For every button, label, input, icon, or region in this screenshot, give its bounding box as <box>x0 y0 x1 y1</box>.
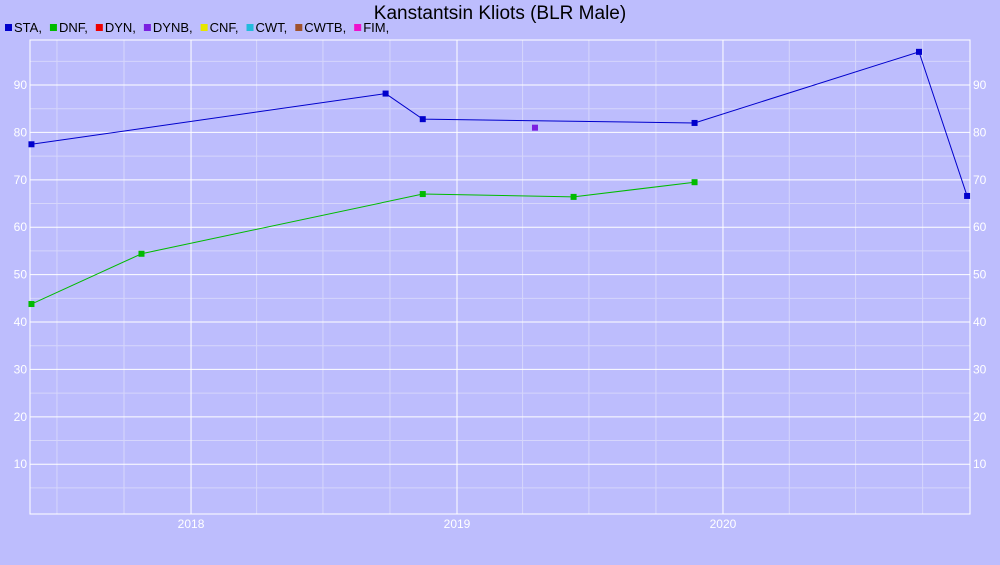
y-tick-label-left: 70 <box>14 173 28 187</box>
data-point-dnf <box>419 191 426 198</box>
y-tick-label-right: 20 <box>973 410 987 424</box>
legend-label: CWTB, <box>304 20 346 35</box>
y-tick-label-right: 70 <box>973 173 987 187</box>
y-tick-label-left: 50 <box>14 268 28 282</box>
legend-swatch <box>49 24 57 31</box>
y-tick-label-left: 20 <box>14 410 28 424</box>
data-point-sta <box>382 90 389 97</box>
y-tick-label-left: 10 <box>14 457 28 471</box>
y-tick-label-left: 40 <box>14 315 28 329</box>
y-tick-label-right: 40 <box>973 315 987 329</box>
series-line-sta <box>31 51 968 197</box>
legend-label: CNF, <box>210 20 239 35</box>
legend-swatch <box>95 24 103 31</box>
legend-label: FIM, <box>363 20 389 35</box>
legend-swatch <box>143 24 151 31</box>
data-point-dynb <box>531 124 538 131</box>
legend-swatch <box>295 24 303 31</box>
data-point-sta <box>691 119 698 126</box>
legend-label: DYNB, <box>153 20 193 35</box>
legend-label: DNF, <box>59 20 88 35</box>
data-point-sta <box>28 141 35 148</box>
data-point-dnf <box>28 301 35 308</box>
legend-label: DYN, <box>105 20 136 35</box>
plot-frame <box>29 39 971 515</box>
x-tick-label: 2018 <box>178 517 205 531</box>
x-tick-label: 2020 <box>710 517 737 531</box>
y-tick-label-right: 10 <box>973 457 987 471</box>
y-tick-label-right: 30 <box>973 362 987 376</box>
legend-label: STA, <box>14 20 42 35</box>
y-tick-label-left: 90 <box>14 78 28 92</box>
y-tick-label-left: 30 <box>14 362 28 376</box>
legend-swatch <box>5 24 12 31</box>
data-point-dnf <box>691 179 698 186</box>
data-point-sta <box>915 48 922 55</box>
legend-swatch <box>246 24 254 31</box>
chart-title: Kanstantsin Kliots (BLR Male) <box>374 3 626 24</box>
y-tick-label-right: 60 <box>973 220 987 234</box>
y-tick-label-right: 80 <box>973 125 987 139</box>
y-tick-label-right: 50 <box>973 268 987 282</box>
y-tick-label-left: 80 <box>14 125 28 139</box>
x-tick-label: 2019 <box>444 517 471 531</box>
legend-label: CWT, <box>256 20 288 35</box>
data-point-dnf <box>138 250 145 257</box>
y-tick-label-right: 90 <box>973 78 987 92</box>
data-point-dnf <box>570 193 577 200</box>
legend-swatch <box>354 24 362 31</box>
plot-background <box>30 40 970 514</box>
y-tick-label-left: 60 <box>14 220 28 234</box>
data-point-sta <box>419 116 426 123</box>
legend: STA, DNF, DYN, DYNB, CNF, CWT, CWTB, FIM, <box>5 20 389 35</box>
legend-swatch <box>200 24 208 31</box>
data-point-sta <box>964 192 971 199</box>
